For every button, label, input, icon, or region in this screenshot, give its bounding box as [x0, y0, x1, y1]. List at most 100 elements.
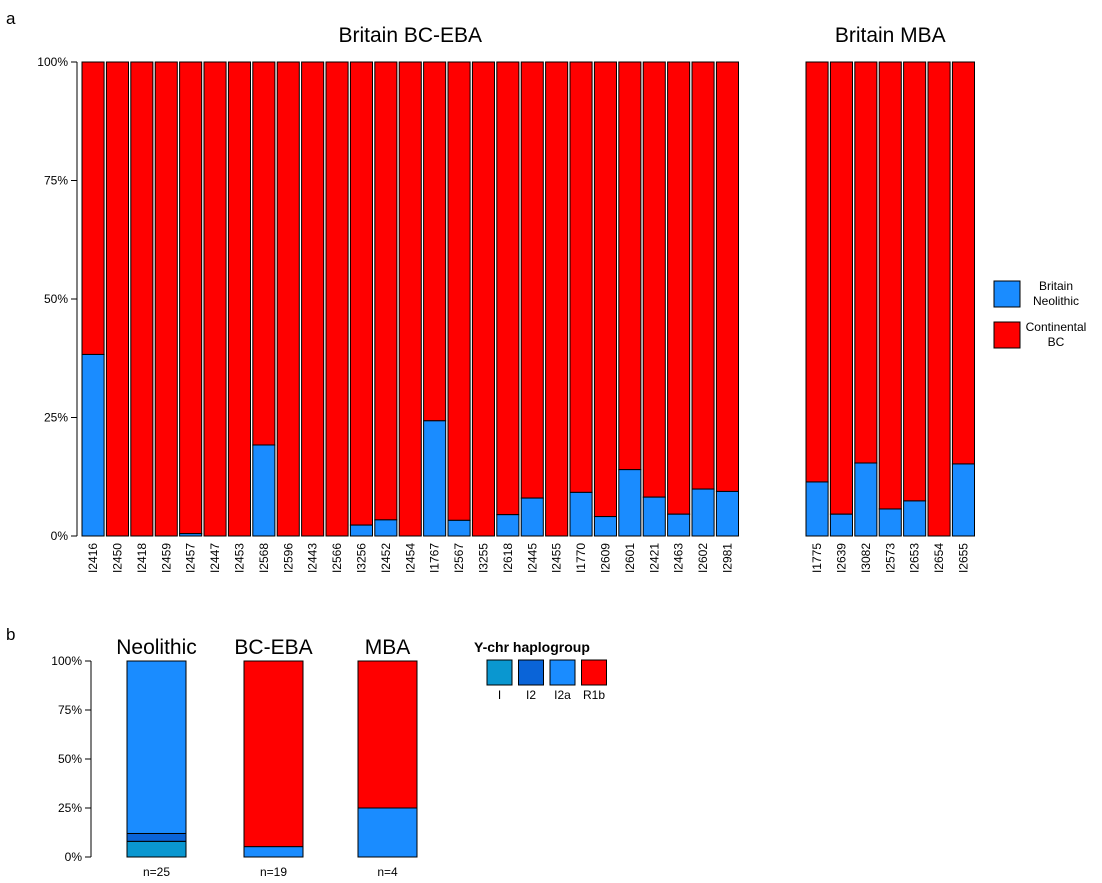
bar-continental-bc: [593, 61, 618, 518]
sample-label: I2421: [647, 543, 661, 573]
bar-britain-neolithic: [569, 491, 593, 537]
bar-britain-neolithic: [496, 514, 520, 537]
panel-b-y-axis: 0% 25% 50% 75% 100%: [51, 654, 92, 864]
bar-britain-neolithic: [252, 444, 276, 537]
bar-continental-bc: [471, 61, 495, 537]
panel-a-y-tick-label: 75%: [44, 174, 68, 188]
sample-label: I2568: [257, 543, 271, 573]
panel-a-y-axis: 0% 25% 50% 75% 100%: [37, 55, 78, 543]
sample-label: I2639: [834, 543, 848, 573]
bar-continental-bc: [325, 61, 349, 537]
legend-swatch: [993, 321, 1021, 349]
bar-continental-bc: [951, 61, 976, 465]
panel-a-chart: 0% 25% 50% 75% 100% Britain BC-EBA Britain MB…: [37, 24, 1086, 573]
bar-continental-bc: [130, 61, 154, 537]
bar-continental-bc: [374, 61, 398, 521]
bar-segment-i2a: [126, 660, 187, 834]
sample-label: I2601: [623, 543, 637, 573]
bar-continental-bc: [423, 61, 447, 422]
panel-b-legend: Y-chr haplogroup I I2 I2a R1b: [474, 639, 607, 702]
sample-label: I2566: [330, 543, 344, 573]
panel-a-group-titles: Britain BC-EBA Britain MBA: [338, 24, 945, 47]
bar-britain-neolithic: [715, 490, 740, 537]
bar-britain-neolithic: [447, 519, 471, 537]
bar-segment-i2a: [243, 846, 304, 858]
legend-swatch: [549, 659, 576, 686]
sample-label: I2454: [403, 543, 417, 573]
bar-continental-bc: [545, 61, 569, 537]
bar-britain-neolithic: [903, 500, 927, 537]
sample-label: I2573: [883, 543, 897, 573]
sample-label: I2416: [86, 543, 100, 573]
sample-label: I1770: [574, 543, 588, 573]
sample-label: I2459: [159, 543, 173, 573]
group-title: Britain BC-EBA: [338, 24, 482, 47]
panel-b-bars: Neolithic n=25 BC-EBA n=19 MBA n=4: [116, 636, 418, 879]
panel-b-chart: 0% 25% 50% 75% 100% Neolithic n=25 BC-EBA n=19 M…: [51, 636, 607, 879]
panel-a-y-tick-label: 50%: [44, 292, 68, 306]
legend-swatch: [518, 659, 544, 686]
bar-continental-bc: [398, 61, 422, 537]
panel-b-y-tick-label: 50%: [58, 752, 82, 766]
panel-a-y-tick-label: 0%: [51, 529, 69, 543]
bar-segment-r1b: [243, 660, 304, 848]
bar-britain-neolithic: [667, 513, 691, 537]
bar-britain-neolithic: [854, 462, 878, 537]
bar-britain-neolithic: [374, 519, 398, 537]
bar-segment-i2: [126, 832, 187, 842]
bar-continental-bc: [301, 61, 325, 537]
legend-label: I2a: [554, 688, 571, 702]
bar-continental-bc: [805, 61, 829, 483]
bar-continental-bc: [854, 61, 878, 464]
sample-label: I2609: [598, 543, 612, 573]
sample-count-label: n=4: [377, 865, 398, 879]
legend-label: R1b: [583, 688, 605, 702]
bar-britain-neolithic: [805, 481, 829, 537]
sample-label: I2567: [452, 543, 466, 573]
sample-label: I3082: [859, 543, 873, 573]
category-title: Neolithic: [116, 636, 197, 659]
legend-label: Neolithic: [1033, 294, 1079, 308]
legend-label: I2: [526, 688, 536, 702]
panel-a-y-tick-label: 100%: [37, 55, 68, 69]
sample-label: I2455: [550, 543, 564, 573]
bar-britain-neolithic: [593, 516, 618, 537]
legend-label: Britain: [1039, 279, 1073, 293]
sample-label: I2453: [232, 543, 246, 573]
sample-label: I3256: [354, 543, 368, 573]
legend-label: BC: [1048, 335, 1065, 349]
sample-label: I2418: [135, 543, 149, 573]
legend-swatch: [993, 280, 1021, 308]
bar-britain-neolithic: [878, 508, 902, 537]
bar-continental-bc: [227, 61, 251, 537]
panel-a-sample-labels: I2416 I2450 I2418 I2459 I2457 I2447 I2453 I2568…: [86, 543, 970, 573]
panel-letter-a: a: [6, 9, 16, 28]
bar-britain-neolithic: [951, 463, 976, 537]
sample-label: I2452: [379, 543, 393, 573]
bar-continental-bc: [829, 61, 854, 515]
sample-label: I2457: [184, 543, 198, 573]
sample-label: I2653: [908, 543, 922, 573]
panel-b-y-tick-label: 75%: [58, 703, 82, 717]
panel-b-y-tick-label: 0%: [65, 850, 83, 864]
bar-continental-bc: [715, 61, 740, 492]
sample-label: I2450: [110, 543, 124, 573]
group-title: Britain MBA: [835, 24, 946, 47]
bar-continental-bc: [179, 61, 203, 535]
sample-label: I2654: [932, 543, 946, 573]
bar-britain-neolithic: [618, 469, 642, 537]
bar-segment-r1b: [357, 660, 418, 809]
bar-continental-bc: [642, 61, 666, 498]
bar-continental-bc: [691, 61, 715, 490]
sample-label: I2445: [525, 543, 539, 573]
bar-britain-neolithic: [423, 420, 447, 537]
panel-b-y-tick-label: 100%: [51, 654, 82, 668]
sample-label: I1767: [428, 543, 442, 573]
bar-continental-bc: [252, 61, 276, 446]
bar-continental-bc: [105, 61, 130, 537]
bar-continental-bc: [520, 61, 544, 499]
legend-swatch: [581, 659, 607, 686]
bar-segment-i2a: [357, 807, 418, 858]
bar-continental-bc: [927, 61, 951, 537]
